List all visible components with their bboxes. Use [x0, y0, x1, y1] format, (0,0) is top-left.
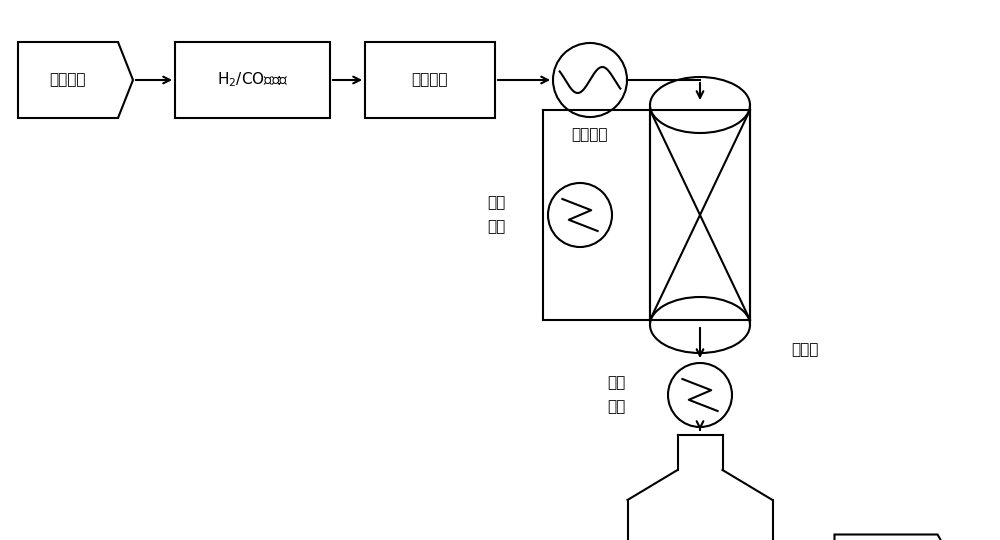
- Text: 深度净化: 深度净化: [412, 72, 448, 87]
- Text: 反应器: 反应器: [791, 342, 819, 357]
- Text: 换燭: 换燭: [487, 219, 505, 234]
- Text: 冷却: 冷却: [607, 400, 625, 415]
- Text: H$_2$/CO比调节: H$_2$/CO比调节: [217, 71, 288, 89]
- Bar: [365, 42, 495, 118]
- Text: 原料预燭: 原料预燭: [572, 127, 608, 143]
- Text: 反应: 反应: [487, 195, 505, 211]
- Text: 粗合成气: 粗合成气: [50, 72, 86, 87]
- Text: 产物: 产物: [607, 375, 625, 390]
- Bar: [175, 42, 330, 118]
